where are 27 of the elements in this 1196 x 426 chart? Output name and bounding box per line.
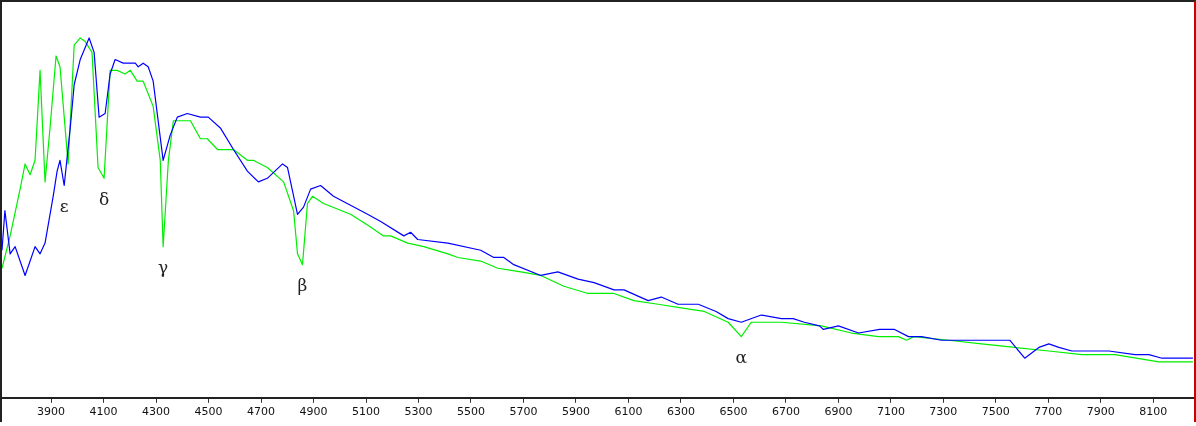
x-tick-label: 4700 bbox=[247, 405, 276, 419]
x-tick-label: 4300 bbox=[142, 405, 171, 419]
x-tick-label: 6100 bbox=[614, 405, 643, 419]
annotation: β bbox=[297, 275, 308, 296]
x-tick-label: 4500 bbox=[194, 405, 223, 419]
x-tick-label: 4100 bbox=[89, 405, 118, 419]
x-tick-label: 6700 bbox=[771, 405, 800, 419]
x-tick-label: 7500 bbox=[981, 405, 1010, 419]
annotation: γ bbox=[158, 257, 169, 278]
x-tick-label: 6500 bbox=[719, 405, 748, 419]
annotation: δ bbox=[98, 188, 110, 209]
x-tick-label: 6900 bbox=[824, 405, 853, 419]
x-tick-label: 8100 bbox=[1139, 405, 1168, 419]
x-tick-label: 5700 bbox=[509, 405, 538, 419]
x-tick-label: 5100 bbox=[352, 405, 380, 419]
x-tick-label: 3900 bbox=[37, 405, 66, 419]
x-tick-label: 7100 bbox=[876, 405, 905, 419]
x-tick-label: 7900 bbox=[1086, 405, 1115, 419]
annotation: α bbox=[735, 347, 748, 368]
x-tick-label: 7700 bbox=[1034, 405, 1063, 419]
x-tick-label: 5300 bbox=[404, 405, 433, 419]
x-tick-label: 6300 bbox=[666, 405, 695, 419]
x-tick-label: 5500 bbox=[456, 405, 485, 419]
x-tick-label: 7300 bbox=[929, 405, 958, 419]
annotation: ε bbox=[59, 195, 69, 216]
x-tick-label: 5900 bbox=[561, 405, 590, 419]
x-tick-label: 4900 bbox=[299, 405, 328, 419]
